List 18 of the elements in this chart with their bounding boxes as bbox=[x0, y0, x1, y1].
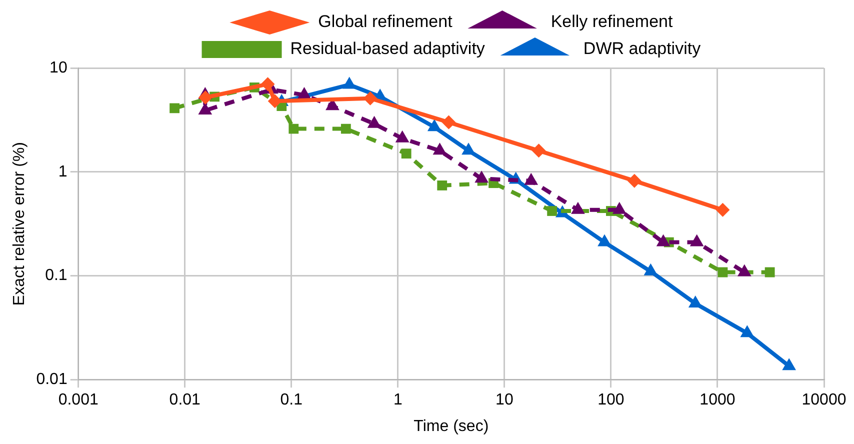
legend-label: DWR adaptivity bbox=[583, 39, 702, 58]
x-tick-label: 100 bbox=[598, 392, 624, 409]
x-tick-label: 0.1 bbox=[280, 392, 303, 409]
legend-label: Residual-based adaptivity bbox=[290, 39, 486, 58]
x-tick-label: 1000 bbox=[700, 392, 736, 409]
y-axis-title: Exact relative error (%) bbox=[11, 142, 28, 306]
x-tick-label: 10 bbox=[496, 392, 514, 409]
y-tick-label: 1 bbox=[58, 163, 68, 180]
x-tick-label: 10000 bbox=[802, 392, 846, 409]
y-tick-label: 0.01 bbox=[36, 371, 68, 388]
x-tick-label: 0.001 bbox=[58, 392, 98, 409]
x-tick-label: 1 bbox=[393, 392, 402, 409]
legend-label: Kelly refinement bbox=[550, 12, 673, 32]
legend-label: Global refinement bbox=[318, 12, 453, 32]
y-tick-label: 0.1 bbox=[45, 267, 68, 284]
x-tick-label: 0.01 bbox=[169, 392, 201, 409]
x-axis-title: Time (sec) bbox=[414, 418, 489, 435]
y-tick-label: 10 bbox=[50, 59, 68, 76]
